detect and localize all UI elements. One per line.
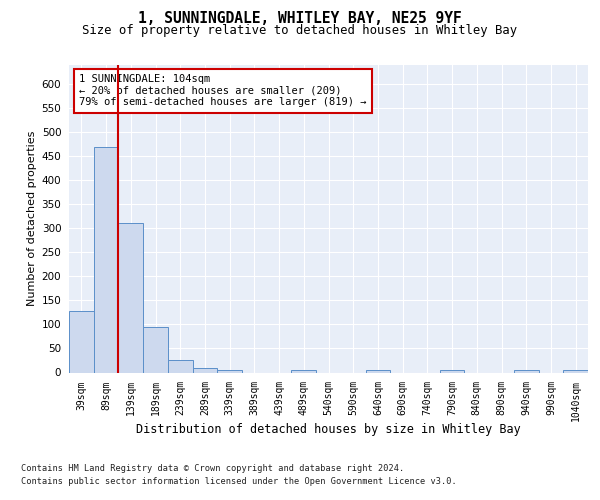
- Bar: [563, 370, 588, 372]
- Bar: [143, 327, 168, 372]
- Y-axis label: Number of detached properties: Number of detached properties: [28, 131, 37, 306]
- Bar: [193, 368, 217, 372]
- Bar: [168, 360, 193, 372]
- Bar: [69, 311, 94, 372]
- Text: Size of property relative to detached houses in Whitley Bay: Size of property relative to detached ho…: [82, 24, 518, 37]
- Text: Contains public sector information licensed under the Open Government Licence v3: Contains public sector information licen…: [21, 476, 457, 486]
- Bar: [292, 370, 316, 372]
- Text: Contains HM Land Registry data © Crown copyright and database right 2024.: Contains HM Land Registry data © Crown c…: [21, 464, 404, 473]
- Text: Distribution of detached houses by size in Whitley Bay: Distribution of detached houses by size …: [136, 422, 521, 436]
- Bar: [514, 370, 539, 372]
- Text: 1 SUNNINGDALE: 104sqm
← 20% of detached houses are smaller (209)
79% of semi-det: 1 SUNNINGDALE: 104sqm ← 20% of detached …: [79, 74, 367, 108]
- Bar: [440, 370, 464, 372]
- Bar: [365, 370, 390, 372]
- Bar: [94, 146, 118, 372]
- Bar: [217, 370, 242, 372]
- Bar: [118, 223, 143, 372]
- Text: 1, SUNNINGDALE, WHITLEY BAY, NE25 9YF: 1, SUNNINGDALE, WHITLEY BAY, NE25 9YF: [138, 11, 462, 26]
